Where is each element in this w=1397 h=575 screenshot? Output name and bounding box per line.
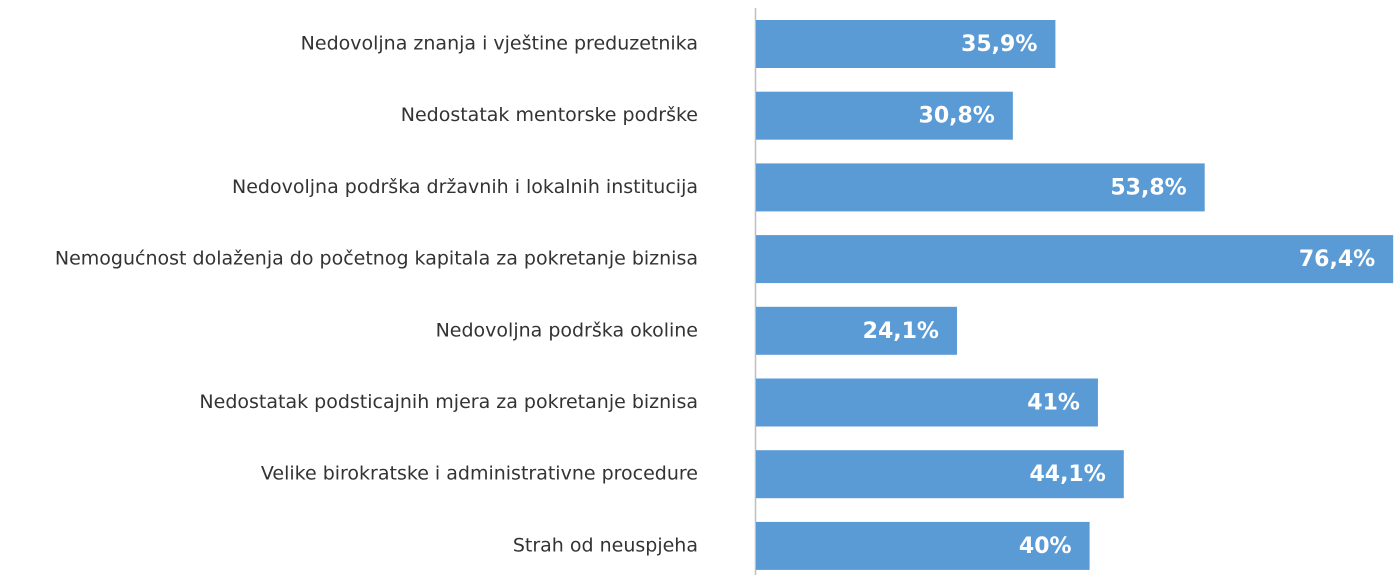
bar [756, 91, 1013, 140]
category-label: Nedovoljna znanja i vještine preduzetnik… [301, 33, 698, 55]
category-label: Nedostatak mentorske podrške [401, 104, 698, 126]
value-label: 44,1% [1029, 462, 1105, 487]
value-label: 41% [1027, 391, 1080, 416]
bar [756, 378, 1098, 427]
value-label: 24,1% [863, 319, 939, 344]
category-label: Nemogućnost dolaženja do početnog kapita… [55, 248, 698, 270]
category-label: Nedostatak podsticajnih mjera za pokreta… [199, 391, 698, 413]
category-label: Nedovoljna podrška okoline [436, 319, 698, 341]
category-label: Velike birokratske i administrativne pro… [261, 463, 698, 485]
bar [756, 521, 1090, 570]
value-label: 53,8% [1110, 175, 1186, 200]
category-label: Strah od neuspjeha [513, 534, 698, 556]
category-label: Nedovoljna podrška državnih i lokalnih i… [232, 176, 698, 198]
bar [756, 163, 1205, 212]
value-label: 30,8% [919, 104, 995, 129]
bar [756, 235, 1394, 284]
bar [756, 450, 1124, 499]
value-label: 35,9% [961, 32, 1037, 57]
bar [756, 20, 1056, 68]
bar [756, 306, 957, 355]
value-label: 40% [1019, 534, 1072, 559]
value-label: 76,4% [1299, 247, 1375, 272]
